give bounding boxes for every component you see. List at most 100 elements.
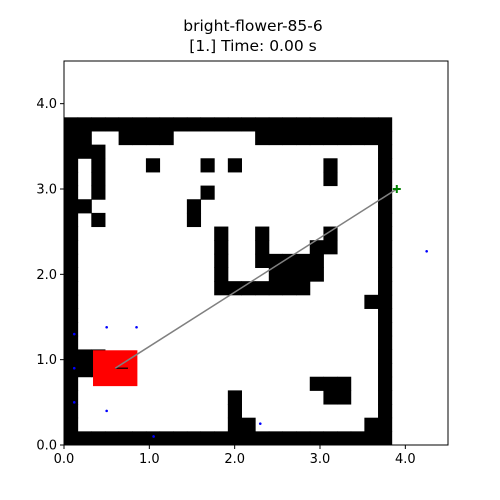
map-wall-cell bbox=[214, 117, 229, 132]
map-wall-cell bbox=[282, 130, 297, 146]
map-wall-cell bbox=[214, 431, 229, 446]
map-wall-cell bbox=[227, 117, 242, 132]
map-wall-cell bbox=[227, 417, 242, 432]
map-wall-cell bbox=[268, 267, 283, 282]
map-wall-cell bbox=[77, 363, 92, 378]
lidar-point bbox=[258, 422, 262, 425]
map-wall-cell bbox=[364, 117, 379, 132]
map-wall-cell bbox=[378, 390, 393, 405]
axes-frame bbox=[63, 60, 449, 446]
map-wall-cell bbox=[227, 390, 242, 405]
map-wall-cell bbox=[186, 199, 202, 214]
map-wall-cell bbox=[337, 431, 352, 446]
map-wall-cell bbox=[255, 281, 270, 296]
y-tick-label: 1.0 bbox=[36, 353, 57, 368]
map-wall-cell bbox=[309, 253, 324, 269]
map-wall-cell bbox=[132, 130, 147, 146]
map-wall-cell bbox=[159, 130, 174, 146]
y-tick-label: 0.0 bbox=[36, 439, 57, 454]
map-wall-cell bbox=[64, 185, 79, 200]
map-wall-cell bbox=[241, 117, 256, 132]
map-wall-cell bbox=[241, 431, 256, 446]
map-wall-cell bbox=[378, 130, 393, 146]
map-wall-cell bbox=[227, 158, 242, 173]
map-wall-cell bbox=[173, 117, 188, 132]
map-wall-cell bbox=[64, 144, 79, 159]
map-wall-cell bbox=[378, 185, 393, 200]
map-wall-cell bbox=[64, 404, 79, 419]
map-wall-cell bbox=[378, 363, 393, 378]
map-wall-cell bbox=[323, 431, 338, 446]
map-wall-cell bbox=[350, 117, 365, 132]
map-wall-cell bbox=[145, 158, 161, 173]
map-wall-cell bbox=[378, 335, 393, 350]
map-wall-cell bbox=[296, 130, 311, 146]
map-wall-cell bbox=[309, 431, 324, 446]
map-wall-cell bbox=[378, 349, 393, 364]
map-wall-cell bbox=[64, 417, 79, 432]
lidar-point bbox=[425, 249, 428, 253]
map-wall-cell bbox=[296, 281, 311, 296]
map-wall-cell bbox=[350, 130, 365, 146]
map-wall-cell bbox=[64, 294, 79, 309]
map-wall-cell bbox=[77, 349, 92, 364]
map-wall-cell bbox=[323, 226, 338, 241]
x-tick-label: 2.0 bbox=[224, 452, 245, 467]
map-wall-cell bbox=[378, 171, 393, 187]
lidar-point bbox=[72, 401, 76, 404]
map-wall-cell bbox=[91, 144, 106, 159]
map-wall-cell bbox=[64, 335, 79, 350]
map-wall-cell bbox=[64, 376, 79, 391]
map-wall-cell bbox=[145, 130, 161, 146]
map-wall-cell bbox=[64, 158, 79, 173]
y-tick-label: 4.0 bbox=[36, 97, 57, 112]
map-wall-cell bbox=[282, 281, 297, 296]
map-wall-cell bbox=[64, 267, 79, 282]
map-wall-cell bbox=[364, 130, 379, 146]
map-wall-cell bbox=[118, 117, 133, 132]
map-wall-cell bbox=[282, 253, 297, 269]
map-wall-cell bbox=[309, 117, 324, 132]
map-wall-cell bbox=[77, 431, 92, 446]
map-wall-cell bbox=[296, 431, 311, 446]
map-wall-cell bbox=[200, 431, 215, 446]
map-wall-cell bbox=[145, 117, 161, 132]
map-wall-cell bbox=[104, 431, 120, 446]
map-wall-cell bbox=[296, 253, 311, 269]
map-wall-cell bbox=[378, 404, 393, 419]
map-wall-cell bbox=[350, 431, 365, 446]
map-wall-cell bbox=[200, 158, 215, 173]
map-wall-cell bbox=[214, 253, 229, 269]
map-wall-cell bbox=[64, 171, 79, 187]
map-wall-cell bbox=[104, 117, 120, 132]
map-wall-cell bbox=[159, 431, 174, 446]
map-wall-cell bbox=[296, 267, 311, 282]
plot-area bbox=[64, 61, 448, 446]
lidar-point bbox=[105, 409, 108, 413]
map-wall-cell bbox=[77, 130, 92, 146]
map-wall-cell bbox=[200, 117, 215, 132]
map-wall-cell bbox=[255, 431, 270, 446]
lidar-point bbox=[72, 332, 76, 336]
map-wall-cell bbox=[268, 130, 283, 146]
map-wall-cell bbox=[64, 363, 79, 378]
map-wall-cell bbox=[378, 158, 393, 173]
map-wall-cell bbox=[132, 117, 147, 132]
map-wall-cell bbox=[64, 212, 79, 228]
path-to-goal bbox=[114, 188, 398, 369]
map-wall-cell bbox=[268, 117, 283, 132]
map-wall-cell bbox=[64, 130, 79, 146]
map-wall-cell bbox=[309, 240, 324, 255]
map-wall-cell bbox=[378, 117, 393, 132]
map-wall-cell bbox=[378, 253, 393, 269]
map-wall-cell bbox=[91, 185, 106, 200]
map-wall-cell bbox=[378, 226, 393, 241]
map-wall-cell bbox=[323, 240, 338, 255]
map-wall-cell bbox=[64, 253, 79, 269]
map-wall-cell bbox=[227, 431, 242, 446]
map-wall-cell bbox=[255, 117, 270, 132]
map-wall-cell bbox=[91, 171, 106, 187]
map-wall-cell bbox=[64, 322, 79, 337]
map-wall-cell bbox=[337, 117, 352, 132]
